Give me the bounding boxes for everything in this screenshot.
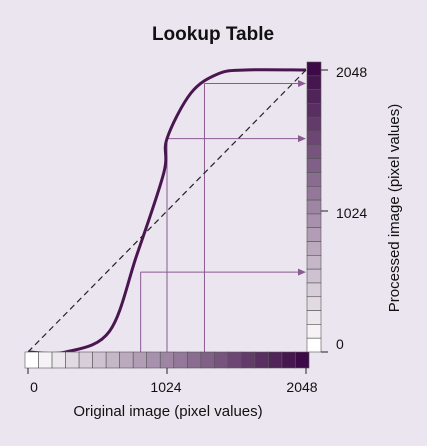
y-scale-swatch-1	[306, 75, 322, 90]
x-scale-swatch-17	[254, 351, 269, 369]
x-scale-swatch-13	[200, 351, 215, 369]
y-scale-swatch-11	[306, 213, 322, 229]
y-axis-label: Processed image (pixel values)	[386, 104, 403, 312]
y-scale-swatch-5	[306, 130, 322, 146]
x-scale-swatch-7	[119, 351, 134, 369]
y-scale-swatch-14	[306, 255, 322, 270]
identity-dashed-line	[27, 69, 307, 353]
y-scale-swatch-9	[306, 185, 322, 201]
x-scale-swatch-4	[78, 351, 93, 369]
y-scale-swatch-15	[306, 268, 322, 284]
x-scale-swatch-9	[146, 351, 161, 369]
x-tick-labels: 0 1024 2048	[30, 379, 318, 395]
y-scale-swatch-12	[306, 227, 322, 242]
y-tick-label-1024: 1024	[336, 205, 367, 221]
y-scale-swatch-19	[306, 324, 322, 339]
x-axis-label: Original image (pixel values)	[73, 403, 262, 420]
y-scale-swatch-2	[306, 89, 322, 104]
x-scale-swatch-14	[214, 351, 229, 369]
x-scale-swatch-12	[186, 351, 202, 369]
x-scale-swatch-1	[38, 351, 53, 369]
guide-arrowhead-2	[298, 79, 306, 87]
guide-arrowhead-1	[298, 135, 306, 143]
y-scale-swatch-3	[306, 103, 322, 118]
y-scale-swatch-7	[306, 158, 322, 173]
y-scale-swatch-8	[306, 172, 322, 187]
x-scale-swatch-18	[268, 351, 283, 369]
x-scale-swatch-19	[281, 351, 296, 369]
y-scale-swatch-6	[306, 144, 322, 159]
x-scale-swatch-3	[65, 351, 80, 369]
y-scale-swatch-18	[306, 310, 322, 325]
y-scale-swatch-0	[306, 61, 322, 77]
x-scale-swatch-5	[92, 351, 107, 369]
x-tick-label-2048: 2048	[286, 379, 317, 395]
guide-lines	[140, 79, 306, 352]
x-scale-swatch-6	[105, 351, 120, 369]
y-tick-labels: 2048 1024 0	[336, 64, 367, 352]
y-scale-swatch-10	[306, 199, 322, 215]
y-tick-label-2048: 2048	[336, 64, 367, 80]
y-tick-label-0: 0	[336, 336, 344, 352]
x-scale-swatch-0	[24, 351, 39, 369]
x-scale-swatch-10	[159, 351, 175, 369]
y-scale-swatch-4	[306, 116, 322, 132]
y-scale-swatch-16	[306, 282, 322, 298]
diagram-title: Lookup Table	[152, 24, 274, 45]
x-scale-swatch-2	[51, 351, 66, 369]
x-scale-swatch-11	[173, 351, 188, 369]
x-tick-label-0: 0	[30, 379, 38, 395]
guide-arrowhead-0	[298, 268, 306, 276]
y-scale-swatch-20	[306, 337, 322, 353]
x-scale-swatch-20	[295, 351, 310, 369]
y-scale-swatch-17	[306, 296, 322, 311]
x-tick-label-1024: 1024	[150, 379, 181, 395]
lookup-curve	[27, 68, 307, 356]
x-scale-swatch-15	[227, 351, 242, 369]
y-scale-swatch-13	[306, 241, 322, 256]
y-grayscale-bar	[306, 61, 328, 353]
x-grayscale-bar	[24, 351, 310, 374]
x-scale-swatch-16	[241, 351, 256, 369]
x-scale-swatch-8	[132, 351, 148, 369]
